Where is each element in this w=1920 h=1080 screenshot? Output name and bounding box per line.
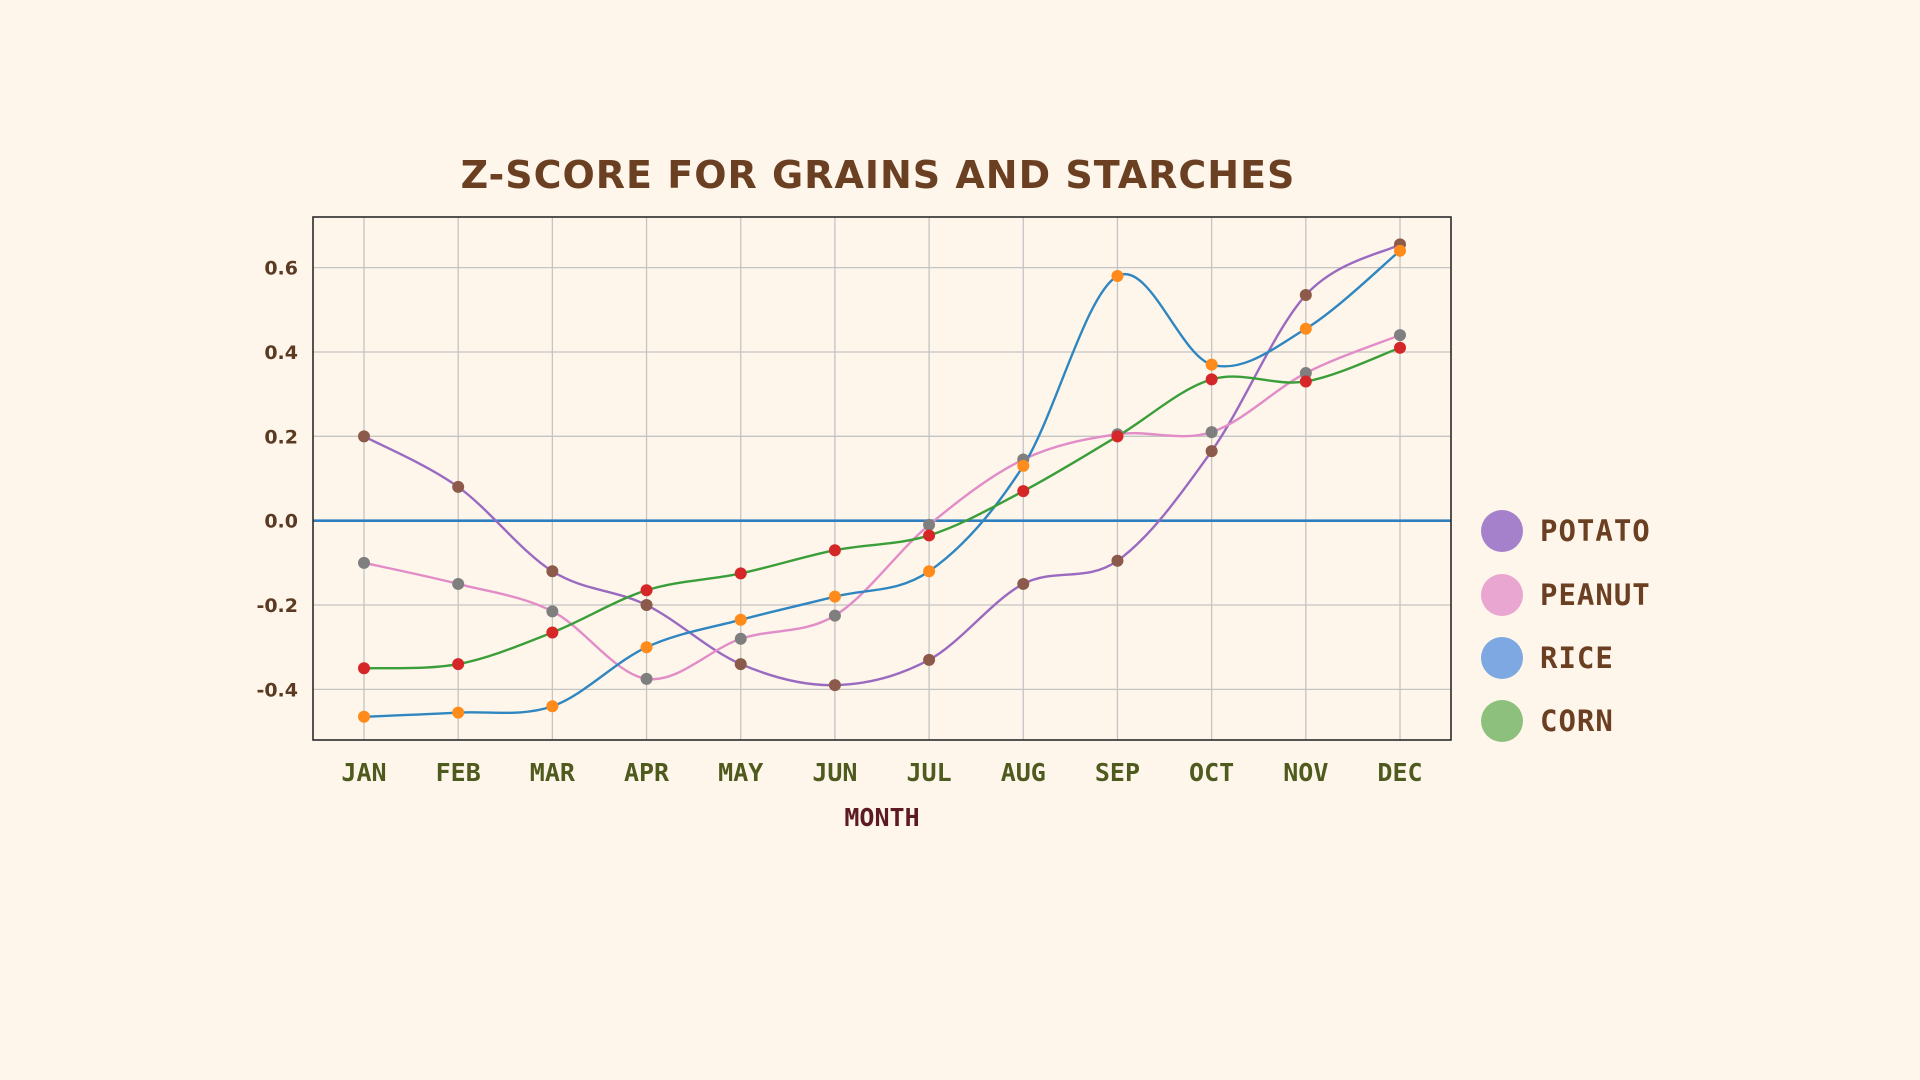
legend-item-peanut: PEANUT [1481,574,1651,616]
x-tick-label: MAY [718,758,763,787]
data-point-potato [828,679,841,692]
data-point-peanut [546,605,559,618]
data-point-peanut [640,672,653,685]
data-point-corn [1111,430,1124,443]
data-point-rice [734,613,747,626]
data-point-peanut [828,609,841,622]
data-point-potato [1017,577,1030,590]
data-point-potato [1299,289,1312,302]
data-point-potato [546,565,559,578]
y-tick-label: 0.4 [264,342,298,364]
data-point-rice [1111,270,1124,283]
legend-swatch-corn [1481,700,1523,742]
x-tick-label: JUL [907,758,952,787]
x-tick-label: OCT [1189,758,1234,787]
data-point-potato [452,480,465,493]
y-tick-label: 0.2 [264,426,298,448]
data-point-rice [1017,459,1030,472]
x-tick-label: MAR [530,758,576,787]
legend-label-corn: CORN [1540,704,1614,738]
x-axis-label: MONTH [844,803,919,832]
data-point-rice [1205,358,1218,371]
data-point-potato [1205,445,1218,458]
grid [313,217,1451,740]
x-tick-label: DEC [1377,758,1422,787]
y-tick-label: 0.0 [264,511,298,533]
marker-layer [358,238,1406,723]
x-tick-label: NOV [1283,758,1328,787]
legend-swatch-rice [1481,637,1523,679]
series-layer [363,243,1401,719]
series-line-peanut [363,333,1401,681]
data-point-peanut [734,632,747,645]
data-point-potato [358,430,370,443]
data-point-corn [734,567,747,580]
legend: POTATO PEANUT RICE CORN [1481,510,1651,742]
data-point-peanut [358,556,370,569]
data-point-corn [1017,485,1030,498]
data-point-corn [358,662,370,675]
legend-label-rice: RICE [1540,641,1614,675]
data-point-corn [546,626,559,639]
data-point-rice [358,710,370,723]
series-line-rice [363,249,1401,719]
data-point-corn [1205,373,1218,386]
data-point-corn [452,658,465,671]
legend-swatch-peanut [1481,574,1523,616]
legend-label-peanut: PEANUT [1540,578,1651,612]
x-tick-label: FEB [436,758,481,787]
data-point-rice [1394,244,1406,257]
data-point-potato [1111,554,1124,567]
data-point-corn [828,544,841,557]
x-tick-label: APR [624,758,670,787]
data-point-potato [734,658,747,671]
data-point-corn [640,584,653,597]
x-tick-label: JAN [341,758,386,787]
data-point-corn [923,529,936,542]
data-point-rice [452,706,465,719]
data-point-potato [640,599,653,612]
x-axis-ticks: JAN FEB MAR APR MAY JUN JUL AUG SEP OCT NOV DEC [341,758,1422,787]
chart-title: Z-SCORE FOR GRAINS AND STARCHES [461,153,1296,197]
data-point-rice [1299,322,1312,335]
data-point-corn [1299,375,1312,388]
legend-item-potato: POTATO [1481,510,1651,552]
data-point-peanut [923,518,936,531]
data-point-peanut [1205,426,1218,439]
x-tick-label: JUN [812,758,857,787]
y-tick-label: -0.4 [256,679,298,701]
x-tick-label: SEP [1095,758,1140,787]
legend-item-corn: CORN [1481,700,1614,742]
data-point-peanut [1299,367,1312,380]
data-point-rice [640,641,653,654]
data-point-rice [546,700,559,713]
legend-swatch-potato [1481,510,1523,552]
y-axis-ticks: -0.4 -0.2 0.0 0.2 0.4 0.6 [256,258,298,702]
data-point-peanut [452,577,465,590]
data-point-peanut [1394,329,1406,342]
x-tick-label: AUG [1001,758,1046,787]
data-point-rice [923,565,936,578]
data-point-corn [1394,341,1406,354]
series-line-potato [363,243,1401,687]
legend-label-potato: POTATO [1540,514,1651,548]
data-point-rice [828,590,841,603]
legend-item-rice: RICE [1481,637,1614,679]
y-tick-label: -0.2 [256,595,298,617]
data-point-potato [923,653,936,666]
plot-frame [312,216,1452,741]
y-tick-label: 0.6 [264,258,298,280]
